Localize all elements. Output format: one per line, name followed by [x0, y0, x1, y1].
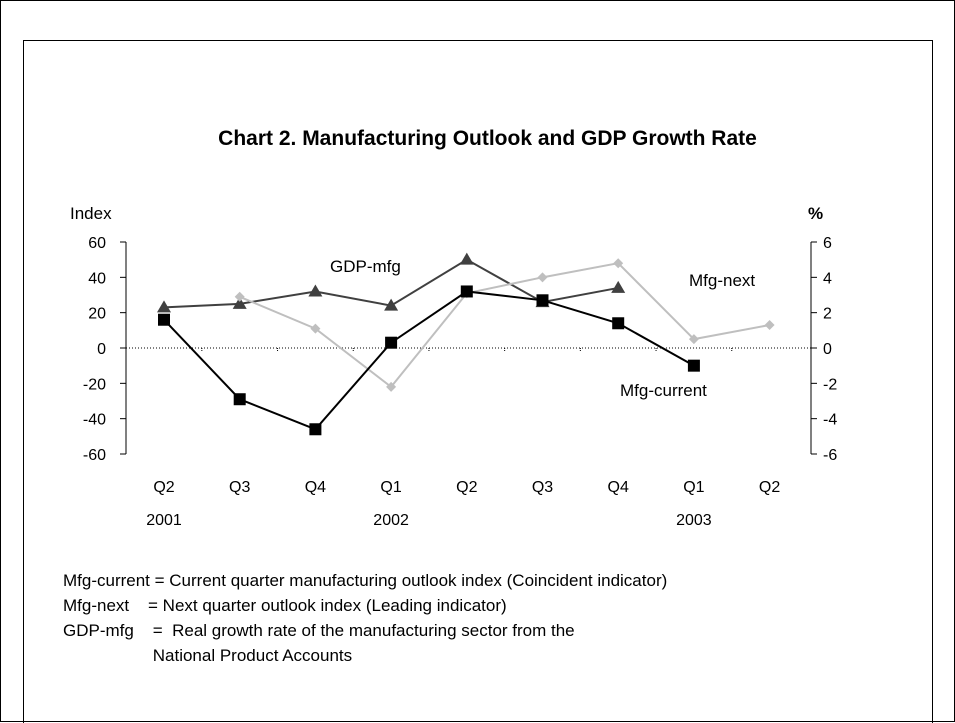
mfg-next-point	[764, 320, 775, 331]
mfg-next-point	[310, 323, 321, 334]
mfg-current-point	[233, 393, 246, 406]
y-right-tick-label: -4	[823, 412, 837, 429]
y-right-tick-label: 2	[823, 306, 832, 323]
y-left-tick-label: -40	[83, 412, 106, 429]
note-gdp-mfg-continued: National Product Accounts	[63, 646, 353, 665]
mfg-next-label: Mfg-next	[689, 271, 755, 290]
x-tick-label: Q2	[456, 479, 477, 496]
gdp-mfg-point	[611, 280, 626, 293]
x-tick-label: Q3	[532, 479, 553, 496]
mfg-next-point	[613, 258, 624, 269]
series-layer	[157, 252, 775, 436]
x-tick-label: Q1	[380, 479, 401, 496]
y-left-tick-label: 60	[88, 235, 106, 252]
mfg-current-label: Mfg-current	[620, 381, 707, 400]
mfg-current-point	[687, 359, 700, 372]
mfg-current-point	[385, 336, 398, 349]
x-year-label: 2001	[146, 512, 182, 529]
x-tick-label: Q2	[759, 479, 780, 496]
mfg-current-point	[158, 313, 170, 326]
note-mfg-next: Mfg-next = Next quarter outlook index (L…	[63, 596, 507, 615]
x-year-label: 2003	[676, 512, 712, 529]
y-right-tick-label: 4	[823, 270, 832, 287]
mfg-current-line	[163, 290, 695, 431]
notes: Mfg-current = Current quarter manufactur…	[63, 568, 667, 668]
mfg-next-point	[688, 334, 699, 345]
y-right-tick-label: -2	[823, 376, 837, 393]
x-tick-label: Q4	[608, 479, 629, 496]
note-gdp-mfg: GDP-mfg = Real growth rate of the manufa…	[63, 621, 575, 640]
mfg-current-point	[460, 285, 473, 298]
y-left-tick-label: -20	[83, 376, 106, 393]
mfg-next-point	[386, 381, 397, 392]
note-mfg-current: Mfg-current = Current quarter manufactur…	[63, 571, 668, 590]
x-year-label: 2002	[373, 512, 409, 529]
y-right-tick-label: 6	[823, 235, 832, 252]
x-tick-label: Q1	[683, 479, 704, 496]
y-left-tick-label: 20	[88, 306, 106, 323]
y-right-tick-label: 0	[823, 341, 832, 358]
gdp-mfg-point	[232, 296, 247, 309]
axes: 60 640 420 20 0-20 -2-40 -4-60 -6Q2 Q3 Q4 Q1 Q2 Q3 Q4…	[83, 235, 837, 529]
y-left-tick-label: 0	[97, 341, 106, 358]
x-tick-label: Q4	[305, 479, 326, 496]
gdp-mfg-point	[308, 284, 323, 297]
gdp-mfg-point	[459, 252, 474, 265]
labels-layer: GDP-mfg Mfg-next Mfg-current	[330, 257, 755, 400]
x-tick-label: Q2	[153, 479, 174, 496]
mfg-next-line	[239, 262, 770, 389]
gdp-mfg-label: GDP-mfg	[330, 257, 401, 276]
mfg-next-point	[537, 272, 548, 283]
chart-title: Chart 2. Manufacturing Outlook and GDP G…	[218, 127, 757, 150]
mfg-next-point	[234, 291, 245, 302]
y-left-tick-label: -60	[83, 447, 106, 464]
mfg-current-point	[612, 317, 625, 330]
gdp-mfg-point	[384, 298, 399, 311]
chart-frame	[23, 40, 933, 723]
y-right-axis-label: %	[808, 204, 823, 223]
mfg-current-point	[309, 423, 322, 436]
gdp-mfg-point	[157, 300, 171, 313]
y-left-tick-label: 40	[88, 270, 106, 287]
x-tick-label: Q3	[229, 479, 250, 496]
mfg-current-point	[536, 294, 549, 307]
y-right-tick-label: -6	[823, 447, 837, 464]
y-left-axis-label: Index	[70, 204, 112, 223]
